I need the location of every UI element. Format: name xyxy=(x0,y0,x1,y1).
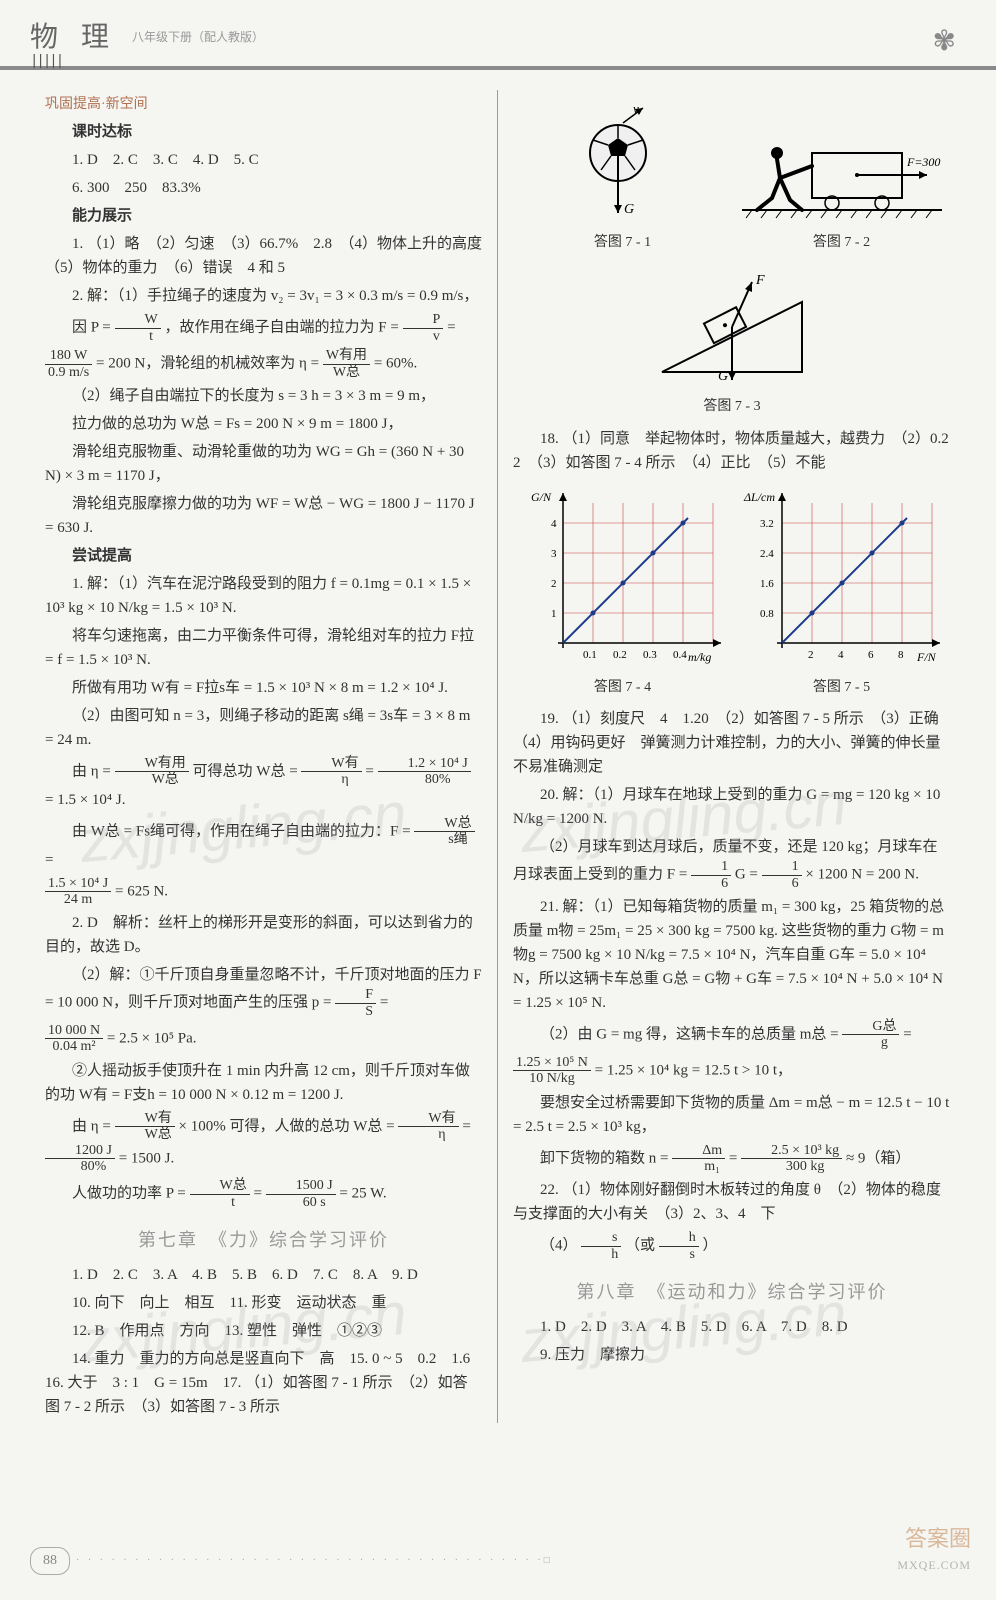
ans-line: 10. 向下 向上 相互 11. 形变 运动状态 重 xyxy=(45,1291,482,1315)
chart-7-5: ΔL/cm F/N 0.8 1.6 2.4 3.2 2 4 6 8 答图 7 xyxy=(732,483,951,699)
barcode-icon: ||||| xyxy=(30,50,62,72)
chapter-8-title: 第八章 《运动和力》综合学习评价 xyxy=(513,1278,951,1307)
heading-nengli: 能力展示 xyxy=(45,204,482,228)
svg-text:0.8: 0.8 xyxy=(760,608,774,620)
footer-dots-icon: · · · · · · · · · · · · · · · · · · · · … xyxy=(76,1553,553,1569)
svg-text:ΔL/cm: ΔL/cm xyxy=(743,490,775,504)
svg-text:F: F xyxy=(755,273,765,288)
ans-line: ②人摇动扳手使顶升在 1 min 内升高 12 cm，则千斤顶对车做的功 W有 … xyxy=(45,1059,482,1107)
logo-url: MXQE.COM xyxy=(897,1556,971,1575)
ans-line: 1. D 2. C 3. C 4. D 5. C xyxy=(45,148,482,172)
svg-text:2: 2 xyxy=(551,578,557,590)
header-deco-icon: ✾ xyxy=(933,20,956,65)
ans-line: （2）解：①千斤顶自身重量忽略不计，千斤顶对地面的压力 F = 10 000 N… xyxy=(45,963,482,1019)
ans-line: 由 W总 = Fs绳可得，作用在绳子自由端的拉力：F = W总s绳 = xyxy=(45,816,482,872)
svg-text:4: 4 xyxy=(551,518,557,530)
ans-line: 滑轮组克服物重、动滑轮重做的功为 WG = Gh = (360 N + 30 N… xyxy=(45,440,482,488)
ans-line: 22. （1）物体刚好翻倒时木板转过的角度 θ （2）物体的稳度与支撑面的大小有… xyxy=(513,1178,951,1226)
svg-text:F=300 N: F=300 N xyxy=(906,155,942,169)
ans-line: 拉力做的总功为 W总 = Fs = 200 N × 9 m = 1800 J， xyxy=(45,412,482,436)
ans-line: 1.5 × 10⁴ J24 m = 625 N. xyxy=(45,876,482,908)
site-logo: 答案圈 MXQE.COM xyxy=(897,1521,971,1575)
ans-line: 2. 解：（1）手拉绳子的速度为 v₂ = 3v₁ = 3 × 0.3 m/s … xyxy=(45,284,482,308)
ans-line: 所做有用功 W有 = F拉s车 = 1.5 × 10³ N × 8 m = 1.… xyxy=(45,676,482,700)
soccer-ball-icon: v G xyxy=(568,98,678,228)
ans-line: 6. 300 250 83.3% xyxy=(45,176,482,200)
content-area: 巩固提高·新空间 课时达标 1. D 2. C 3. C 4. D 5. C 6… xyxy=(0,70,996,1463)
ans-line: 10 000 N0.04 m² = 2.5 × 10⁵ Pa. xyxy=(45,1023,482,1055)
logo-text: 答案圈 xyxy=(897,1521,971,1556)
ans-line: （2）由 G = mg 得，这辆卡车的总质量 m总 = G总g = xyxy=(513,1019,951,1051)
ans-line: （2）由图可知 n = 3，则绳子移动的距离 s绳 = 3s车 = 3 × 8 … xyxy=(45,704,482,752)
svg-text:3.2: 3.2 xyxy=(760,518,774,530)
ans-line: 18. （1）同意 举起物体时，物体质量越大，越费力 （2）0.2 2 （3）如… xyxy=(513,427,951,475)
left-column: 巩固提高·新空间 课时达标 1. D 2. C 3. C 4. D 5. C 6… xyxy=(30,90,498,1423)
svg-text:0.1: 0.1 xyxy=(583,649,597,661)
ans-line: 2. D 解析：丝杆上的梯形开是变形的斜面，可以达到省力的目的，故选 D。 xyxy=(45,911,482,959)
ans-line: 12. B 作用点 方向 13. 塑性 弹性 ①②③ xyxy=(45,1319,482,1343)
ans-line: 由 η = W有用W总 可得总功 W总 = W有η = 1.2 × 10⁴ J8… xyxy=(45,756,482,812)
chart-7-4: G/N m/kg 1 2 3 4 0.1 0.2 0.3 0.4 答图 7 xyxy=(513,483,732,699)
svg-text:3: 3 xyxy=(551,548,557,560)
right-column: v G 答图 7 - 1 xyxy=(498,90,966,1423)
page-number: 88 xyxy=(30,1547,70,1575)
ans-line: 将车匀速拖离，由二力平衡条件可得，滑轮组对车的拉力 F拉 = f = 1.5 ×… xyxy=(45,624,482,672)
figure-7-3: F G 答图 7 - 3 xyxy=(513,262,951,418)
ans-line: 9. 压力 摩擦力 xyxy=(513,1343,951,1367)
figure-row-2: F G 答图 7 - 3 xyxy=(513,262,951,418)
ans-line: （2）月球车到达月球后，质量不变，还是 120 kg；月球车在月球表面上受到的重… xyxy=(513,835,951,891)
section-label: 巩固提高·新空间 xyxy=(45,94,482,116)
ans-line: （4） sh （或 hs ） xyxy=(513,1230,951,1262)
chapter-7-title: 第七章 《力》综合学习评价 xyxy=(45,1226,482,1255)
ans-line: 人做功的功率 P = W总t = 1500 J60 s = 25 W. xyxy=(45,1178,482,1210)
ans-line: 要想安全过桥需要卸下货物的质量 Δm = m总 − m = 12.5 t − 1… xyxy=(513,1091,951,1139)
ans-line: 由 η = W有W总 × 100% 可得，人做的总功 W总 = W有η = 12… xyxy=(45,1111,482,1175)
ans-line: 14. 重力 重力的方向总是竖直向下 高 15. 0 ~ 5 0.2 1.6 1… xyxy=(45,1347,482,1419)
ans-line: 20. 解：（1）月球车在地球上受到的重力 G = mg = 120 kg × … xyxy=(513,783,951,831)
svg-text:0.3: 0.3 xyxy=(643,649,657,661)
ans-line: 因 P = Wt ，故作用在绳子自由端的拉力为 F = Pv = xyxy=(45,312,482,344)
ans-line: 1.25 × 10⁵ N10 N/kg = 1.25 × 10⁴ kg = 12… xyxy=(513,1055,951,1087)
svg-text:0.4: 0.4 xyxy=(673,649,687,661)
chart-row: G/N m/kg 1 2 3 4 0.1 0.2 0.3 0.4 答图 7 xyxy=(513,483,951,699)
ans-line: 21. 解：（1）已知每箱货物的质量 m₁ = 300 kg，25 箱货物的总质… xyxy=(513,895,951,1015)
svg-text:F/N: F/N xyxy=(916,650,937,664)
ans-line: （2）绳子自由端拉下的长度为 s = 3 h = 3 × 3 m = 9 m， xyxy=(45,384,482,408)
svg-text:1.6: 1.6 xyxy=(760,578,774,590)
svg-text:2.4: 2.4 xyxy=(760,548,774,560)
figure-7-2: F=300 N 答图 7 - 2 xyxy=(732,118,951,254)
figure-row-1: v G 答图 7 - 1 xyxy=(513,98,951,254)
ans-line: 1. （1）略 （2）匀速 （3）66.7% 2.8 （4）物体上升的高度 （5… xyxy=(45,232,482,280)
ans-line: 1. D 2. C 3. A 4. B 5. B 6. D 7. C 8. A … xyxy=(45,1263,482,1287)
svg-text:2: 2 xyxy=(808,649,814,661)
grade-sub: 八年级下册（配人教版） xyxy=(132,28,264,47)
incline-block-icon: F G xyxy=(642,262,822,392)
person-push-box-icon: F=300 N xyxy=(742,118,942,228)
heading-keshi: 课时达标 xyxy=(45,120,482,144)
svg-text:1: 1 xyxy=(551,608,557,620)
svg-text:0.2: 0.2 xyxy=(613,649,627,661)
heading-changshi: 尝试提高 xyxy=(45,544,482,568)
page-footer: 88 · · · · · · · · · · · · · · · · · · ·… xyxy=(30,1547,553,1575)
ans-line: 180 W0.9 m/s = 200 N，滑轮组的机械效率为 η = W有用W总… xyxy=(45,348,482,380)
page-header: 物 理 八年级下册（配人教版） ✾ ||||| xyxy=(0,0,996,70)
svg-text:G/N: G/N xyxy=(531,490,552,504)
figure-7-1: v G 答图 7 - 1 xyxy=(513,98,732,254)
svg-text:6: 6 xyxy=(868,649,874,661)
ans-line: 卸下货物的箱数 n = Δmm₁ = 2.5 × 10³ kg300 kg ≈ … xyxy=(513,1143,951,1175)
svg-text:G: G xyxy=(718,369,728,384)
svg-text:8: 8 xyxy=(898,649,904,661)
ans-line: 滑轮组克服摩擦力做的功为 WF = W总 − WG = 1800 J − 117… xyxy=(45,492,482,540)
svg-text:m/kg: m/kg xyxy=(688,650,711,664)
ans-line: 1. D 2. D 3. A 4. B 5. D 6. A 7. D 8. D xyxy=(513,1315,951,1339)
ans-line: 1. 解：（1）汽车在泥泞路段受到的阻力 f = 0.1mg = 0.1 × 1… xyxy=(45,572,482,620)
ans-line: 19. （1）刻度尺 4 1.20 （2）如答图 7 - 5 所示 （3）正确 … xyxy=(513,707,951,779)
svg-text:G: G xyxy=(624,202,634,217)
svg-text:4: 4 xyxy=(838,649,844,661)
